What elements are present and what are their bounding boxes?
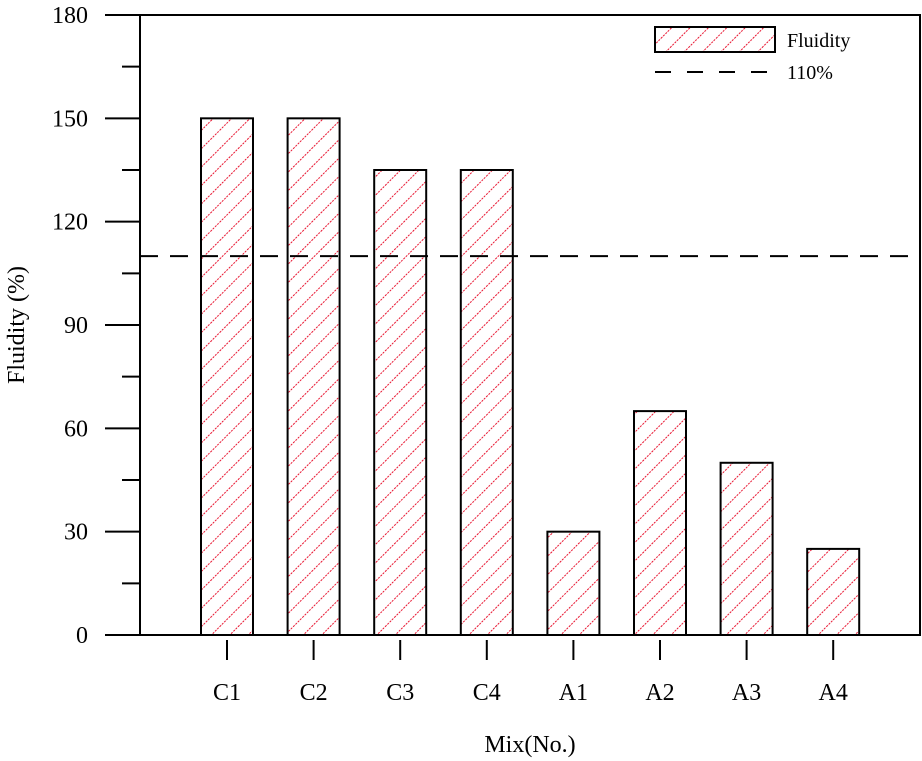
- bar-c1: [200, 117, 254, 637]
- legend-label-fluidity: Fluidity: [787, 30, 850, 52]
- y-tick-label: 180: [52, 3, 88, 29]
- x-axis: C1 C2 C3 C4 A1 A2 A3 A4: [213, 640, 848, 706]
- x-tick-label: A4: [819, 680, 848, 706]
- y-axis-title: Fluidity (%): [4, 266, 30, 384]
- legend: Fluidity 110%: [654, 26, 850, 84]
- bar-a4: [806, 547, 861, 637]
- x-axis-title: Mix(No.): [484, 732, 575, 758]
- bar-c2: [286, 117, 341, 637]
- bar-a2: [633, 410, 687, 636]
- x-tick-label: C2: [300, 680, 328, 706]
- plot-frame: [139, 14, 921, 636]
- y-tick-label: 60: [64, 416, 88, 442]
- legend-label-110: 110%: [787, 62, 833, 84]
- y-tick-label: 90: [64, 313, 88, 339]
- x-tick-label: A1: [559, 680, 588, 706]
- y-tick-label: 120: [52, 210, 88, 236]
- x-tick-label: C4: [473, 680, 501, 706]
- bar-a3: [719, 461, 774, 636]
- y-tick-label: 150: [52, 106, 88, 132]
- y-axis: 0 30 60 90 120 150 180: [52, 3, 140, 649]
- x-tick-label: C1: [213, 680, 241, 706]
- x-tick-label: A2: [645, 680, 674, 706]
- bars-group: [200, 117, 861, 637]
- bar-a1: [546, 530, 601, 637]
- x-tick-label: A3: [732, 680, 761, 706]
- legend-swatch-fluidity: [654, 26, 776, 53]
- y-tick-label: 0: [76, 623, 88, 649]
- x-tick-label: C3: [386, 680, 414, 706]
- bar-c4: [459, 169, 514, 636]
- y-tick-label: 30: [64, 520, 88, 546]
- bar-c3: [373, 169, 428, 636]
